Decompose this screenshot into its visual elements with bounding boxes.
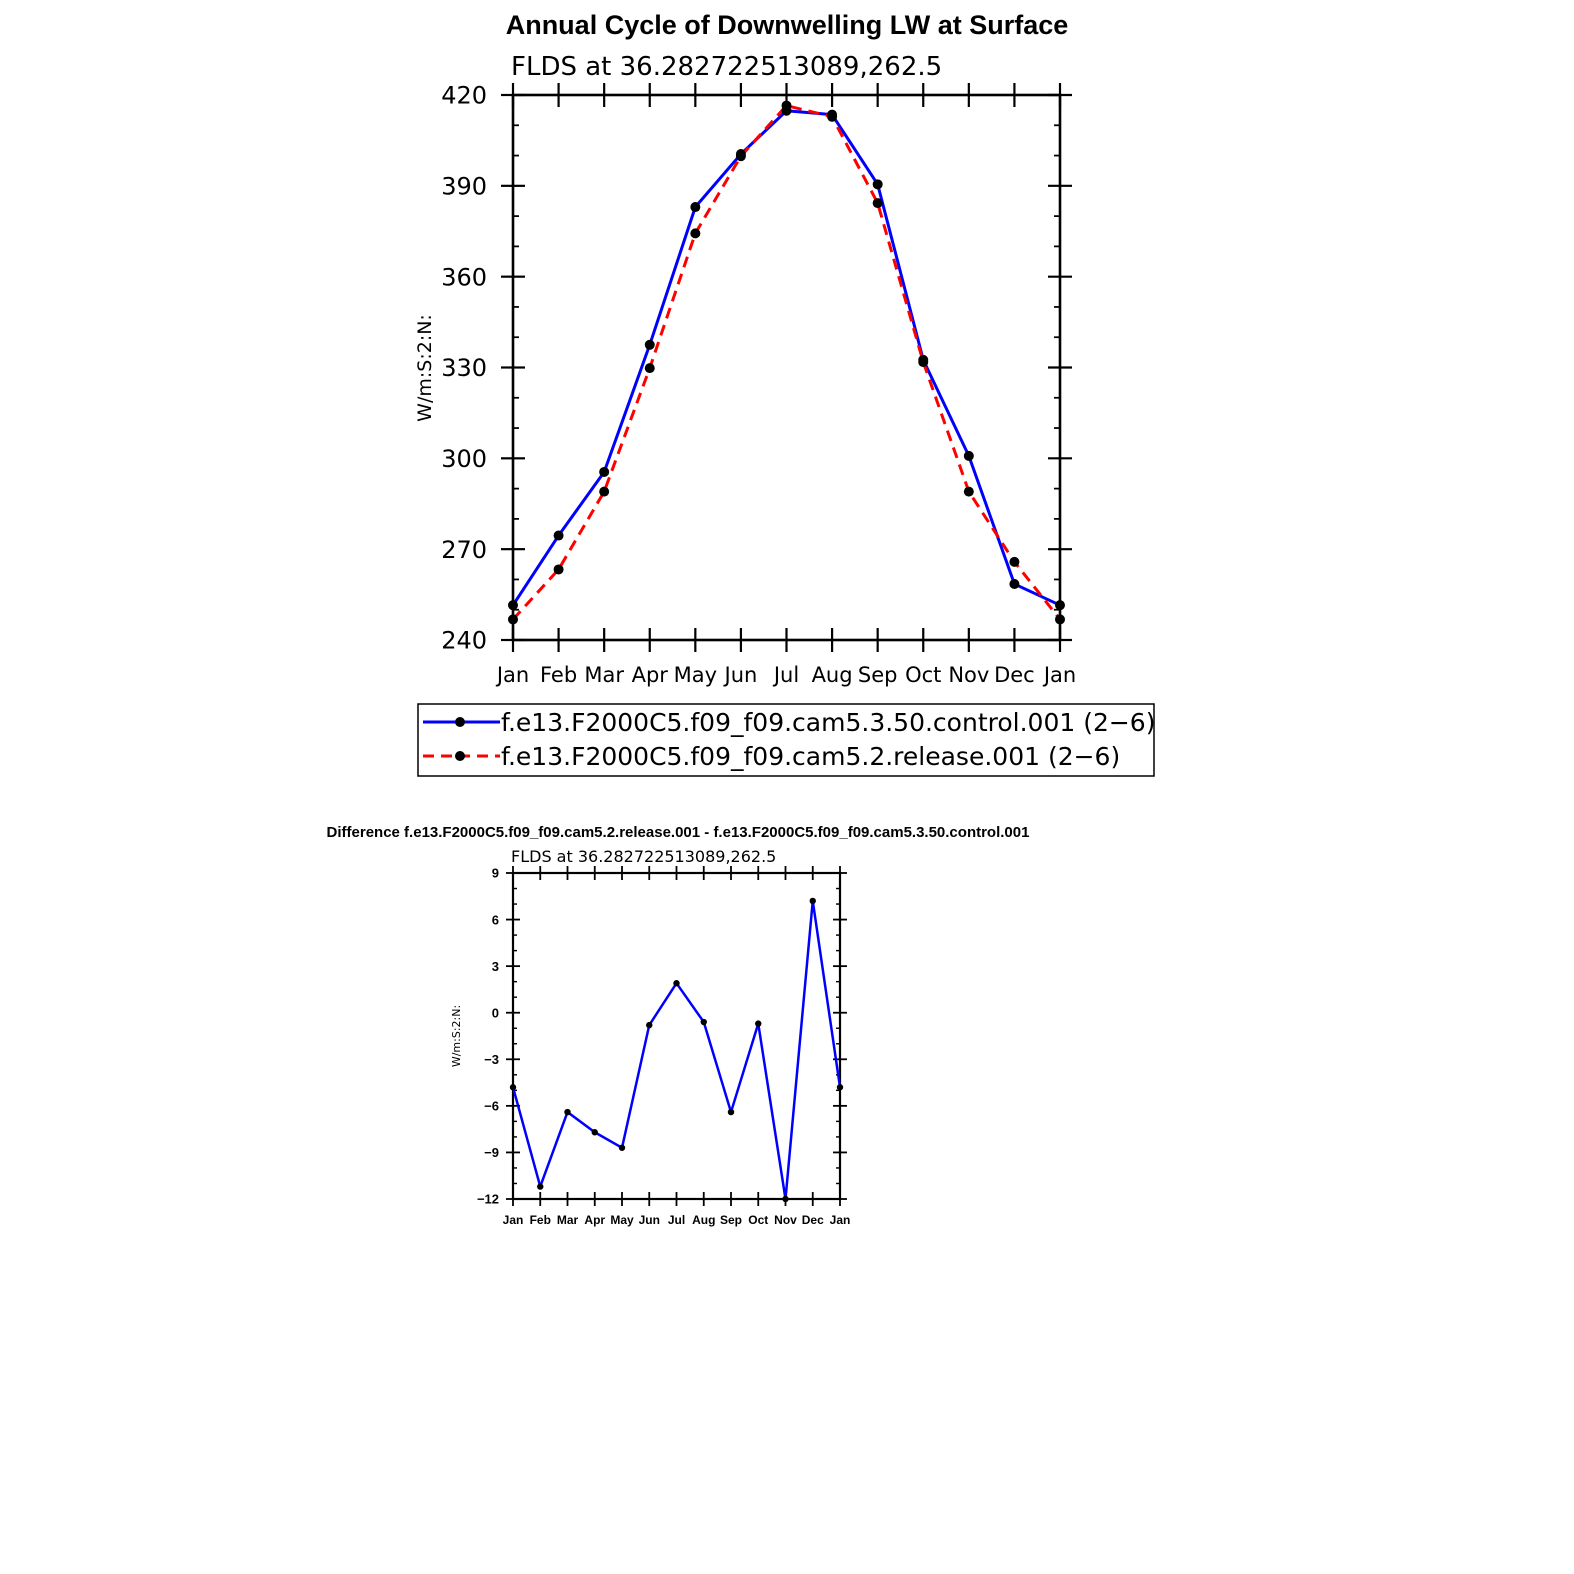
chart1-point-s1 xyxy=(735,151,746,162)
chart1-x-tick-label: Aug xyxy=(812,663,853,687)
annual-cycle-chart: Annual Cycle of Downwelling LW at Surfac… xyxy=(414,10,1155,777)
chart2-point-s0 xyxy=(782,1195,789,1203)
chart2-series-line-0 xyxy=(511,899,842,1201)
chart1-y-tick-label: 270 xyxy=(441,536,487,564)
chart2-y-tick-label: −12 xyxy=(477,1192,499,1207)
chart1-x-tick-label: Nov xyxy=(948,663,989,687)
chart1-point-s1 xyxy=(827,111,838,122)
chart1-subtitle: FLDS at 36.282722513089,262.5 xyxy=(511,52,942,82)
chart2-x-tick-label: Aug xyxy=(692,1213,715,1227)
chart1-x-tick-label: Jul xyxy=(772,663,799,687)
chart2-y-tick-label: 9 xyxy=(492,866,499,881)
chart1-x-tick-label: Dec xyxy=(994,663,1035,687)
chart1-series-line-1 xyxy=(511,104,1062,621)
chart2-point-s0 xyxy=(564,1108,571,1116)
chart1-point-s1 xyxy=(1055,614,1065,625)
chart2-point-s0 xyxy=(809,897,816,905)
chart1-x-tick-label: Jan xyxy=(1042,663,1076,687)
chart2-point-s0 xyxy=(591,1129,598,1136)
chart2-point-s0 xyxy=(700,1018,707,1026)
chart2-y-tick-label: −9 xyxy=(484,1145,499,1160)
difference-chart: Difference f.e13.F2000C5.f09_f09.cam5.2.… xyxy=(327,824,1030,1227)
chart1-point-s1 xyxy=(963,486,974,497)
chart1-point-s1 xyxy=(690,228,701,239)
chart2-y-tick-label: 0 xyxy=(492,1005,499,1020)
chart2-point-s0 xyxy=(537,1183,544,1190)
chart2-axes: −12 −9 −6 −3 0 3 6 9 Jan Feb Mar Apr May Jun Jul Aug Sep… xyxy=(477,866,850,1227)
chart1-point-s1 xyxy=(553,564,564,575)
chart2-x-tick-label: Apr xyxy=(584,1213,605,1227)
legend-marker-release xyxy=(455,751,465,761)
chart1-point-s1 xyxy=(508,614,518,625)
chart2-title: Difference f.e13.F2000C5.f09_f09.cam5.2.… xyxy=(327,824,1030,841)
chart1-series-group xyxy=(508,100,1065,625)
chart1-y-tick-label: 390 xyxy=(441,172,487,200)
chart2-x-tick-label: Jan xyxy=(503,1213,524,1227)
legend-label-release: f.e13.F2000C5.f09_f09.cam5.2.release.001… xyxy=(501,742,1120,771)
chart1-point-s0 xyxy=(553,530,564,541)
chart2-y-tick-label: −3 xyxy=(484,1052,499,1067)
chart1-x-tick-label: Mar xyxy=(584,663,624,687)
chart2-y-axis-label: W/m:S:2:N: xyxy=(450,1005,463,1067)
chart1-x-tick-label: Jan xyxy=(495,663,529,687)
chart1-point-s0 xyxy=(872,179,883,190)
chart2-x-tick-label: May xyxy=(610,1213,634,1227)
chart1-y-axis-label: W/m:S:2:N: xyxy=(414,314,436,422)
chart2-point-s0 xyxy=(836,1084,844,1091)
chart1-title: Annual Cycle of Downwelling LW at Surfac… xyxy=(506,10,1069,40)
chart1-axes: 240 270 300 330 360 390 420 Jan Feb Mar Apr May Jun J… xyxy=(441,82,1076,687)
chart2-x-tick-label: Dec xyxy=(802,1213,824,1227)
chart2-x-tick-label: Oct xyxy=(748,1213,768,1227)
chart1-y-tick-label: 300 xyxy=(441,445,487,473)
chart1-series-line-0 xyxy=(511,109,1061,607)
legend-label-control: f.e13.F2000C5.f09_f09.cam5.3.50.control.… xyxy=(501,708,1155,737)
chart2-subtitle: FLDS at 36.282722513089,262.5 xyxy=(511,847,776,866)
chart2-x-tick-label: Jan xyxy=(830,1213,851,1227)
chart2-y-tick-label: −6 xyxy=(484,1099,499,1114)
chart2-point-s0 xyxy=(673,980,680,987)
chart1-x-tick-label: Oct xyxy=(905,663,941,687)
chart2-y-tick-label: 3 xyxy=(492,959,499,974)
chart2-x-tick-label: Sep xyxy=(720,1213,742,1227)
chart1-point-s0 xyxy=(963,450,974,461)
chart1-y-tick-label: 240 xyxy=(441,627,487,655)
chart2-x-tick-label: Nov xyxy=(774,1213,797,1227)
chart2-x-tick-label: Feb xyxy=(530,1213,551,1227)
chart1-y-tick-label: 420 xyxy=(441,82,487,110)
chart2-point-s0 xyxy=(727,1108,735,1116)
chart1-x-tick-label: Apr xyxy=(632,663,669,687)
chart2-x-tick-label: Jun xyxy=(639,1213,660,1227)
chart2-x-tick-label: Mar xyxy=(557,1213,579,1227)
chart1-legend: f.e13.F2000C5.f09_f09.cam5.3.50.control.… xyxy=(417,703,1155,777)
chart1-x-tick-label: Sep xyxy=(858,663,898,687)
chart1-point-s1 xyxy=(781,100,792,111)
chart1-point-s0 xyxy=(644,339,655,350)
chart1-y-tick-label: 330 xyxy=(441,354,487,382)
chart2-point-s0 xyxy=(646,1021,653,1029)
chart1-point-s1 xyxy=(599,486,610,497)
legend-box xyxy=(417,703,1155,777)
chart1-point-s1 xyxy=(644,363,655,374)
chart2-point-s0 xyxy=(509,1084,517,1091)
chart1-point-s0 xyxy=(1009,578,1020,589)
chart1-point-s0 xyxy=(1055,600,1065,611)
chart1-point-s1 xyxy=(918,357,929,368)
legend-marker-control xyxy=(455,717,465,727)
chart1-plot-frame xyxy=(511,93,1062,642)
chart1-point-s0 xyxy=(508,600,518,611)
chart2-point-s0 xyxy=(755,1020,762,1027)
chart1-y-tick-label: 360 xyxy=(441,263,487,291)
chart1-point-s1 xyxy=(1009,556,1020,567)
chart2-point-s0 xyxy=(618,1144,626,1151)
chart2-x-tick-label: Jul xyxy=(668,1213,685,1227)
chart2-y-tick-label: 6 xyxy=(492,912,499,927)
chart1-x-tick-label: Jun xyxy=(723,663,758,687)
chart1-x-tick-label: Feb xyxy=(540,663,577,687)
chart1-point-s1 xyxy=(872,198,883,209)
chart2-series-group xyxy=(509,897,844,1203)
chart1-point-s0 xyxy=(690,202,701,213)
chart1-x-tick-label: May xyxy=(674,663,717,687)
chart1-point-s0 xyxy=(599,466,610,477)
